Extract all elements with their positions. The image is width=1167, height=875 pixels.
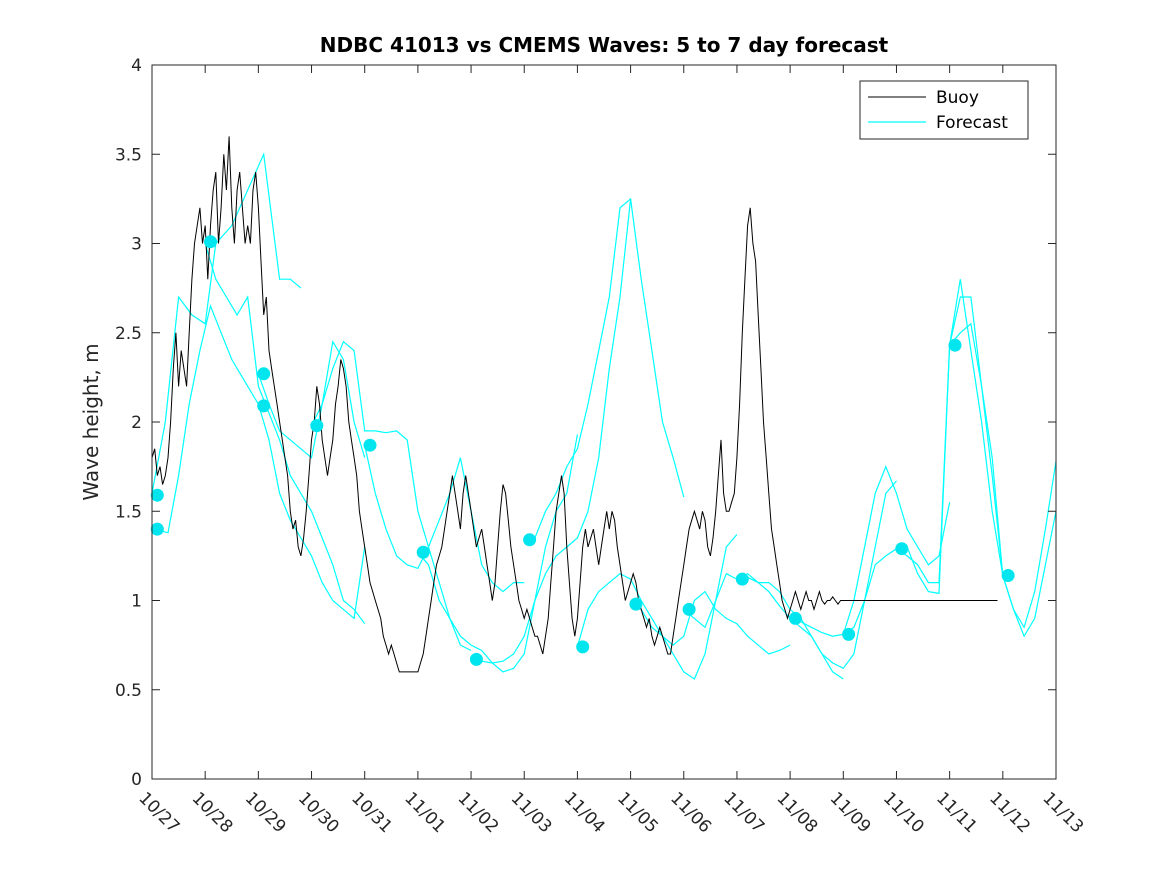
forecast-marker-8	[469, 652, 483, 666]
y-tick-label-5: 2.5	[115, 324, 142, 344]
forecast-marker-7	[416, 545, 430, 559]
forecast-marker-16	[895, 542, 909, 556]
y-tick-label-4: 2	[131, 413, 142, 433]
forecast-marker-15	[842, 627, 856, 641]
y-tick-label-2: 1	[131, 592, 142, 612]
legend-label-buoy: Buoy	[936, 88, 979, 108]
forecast-line-13	[736, 480, 897, 670]
forecast-marker-0	[150, 522, 164, 536]
forecast-line-11	[630, 590, 791, 655]
forecast-marker-4	[257, 399, 271, 413]
forecast-line-4	[257, 339, 366, 459]
y-tick-label-8: 4	[131, 56, 142, 76]
forecast-marker-6	[363, 438, 377, 452]
forecast-line-14	[789, 464, 951, 637]
forecast-line-0	[151, 304, 259, 534]
forecast-line-15	[842, 322, 1004, 635]
forecast-marker-11	[629, 597, 643, 611]
series-layer	[150, 136, 1057, 680]
forecast-line-8	[470, 198, 632, 664]
chart-title: NDBC 41013 vs CMEMS Waves: 5 to 7 day fo…	[320, 33, 889, 57]
forecast-marker-1	[150, 488, 164, 502]
forecast-line-5	[310, 340, 472, 652]
y-tick-label-7: 3.5	[115, 145, 142, 165]
forecast-line-16	[896, 279, 1057, 638]
y-tick-label-3: 1.5	[115, 502, 142, 522]
legend-label-forecast: Forecast	[936, 113, 1008, 133]
forecast-line-1	[151, 152, 302, 494]
forecast-marker-12	[682, 602, 696, 616]
forecast-marker-14	[788, 611, 802, 625]
forecast-marker-9	[523, 533, 537, 547]
legend: Buoy Forecast	[859, 80, 1029, 140]
forecast-marker-10	[576, 640, 590, 654]
buoy-line	[151, 136, 998, 673]
forecast-marker-3	[257, 367, 271, 381]
y-tick-label-1: 0.5	[115, 681, 142, 701]
forecast-line-7	[417, 434, 578, 673]
forecast-marker-13	[735, 572, 749, 586]
plot-area	[152, 65, 1056, 779]
forecast-line-9	[524, 197, 685, 541]
legend-box	[859, 80, 1029, 140]
forecast-line-3	[257, 403, 366, 620]
y-tick-label-6: 3	[131, 235, 142, 255]
forecast-line-6	[364, 445, 525, 593]
forecast-line-10	[576, 534, 738, 680]
y-axis-title: Wave height, m	[79, 343, 103, 500]
forecast-marker-5	[310, 419, 324, 433]
y-tick-label-0: 0	[131, 770, 142, 790]
forecast-marker-2	[204, 235, 217, 249]
forecast-marker-18	[1001, 569, 1015, 582]
forecast-marker-17	[948, 338, 962, 352]
